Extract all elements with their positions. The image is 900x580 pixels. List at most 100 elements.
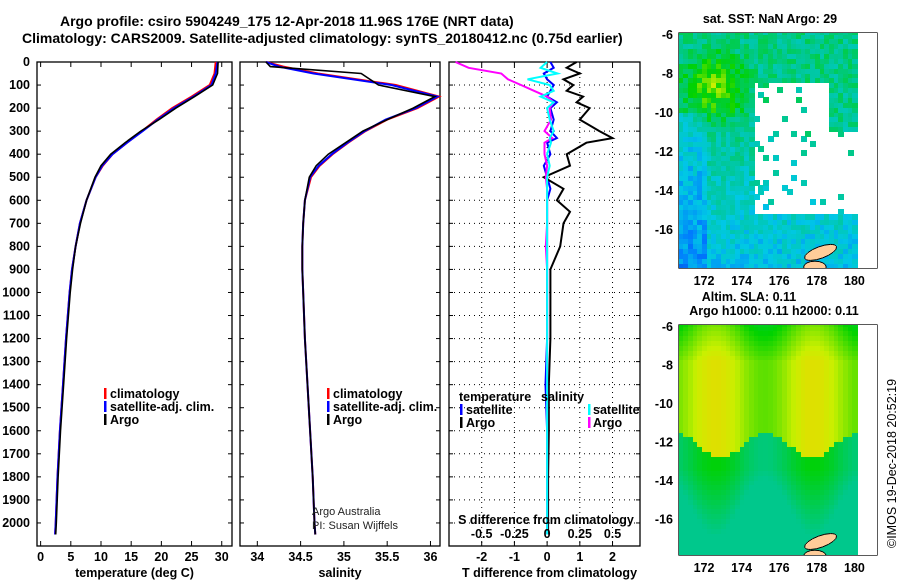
series-line-salinity-satellite <box>527 61 562 535</box>
legend-label: Argo <box>593 416 623 430</box>
depth-tick-label: 900 <box>9 262 30 276</box>
x-tick-label: 34 <box>250 550 264 564</box>
lon-tick-label: 178 <box>806 561 827 575</box>
x-tick-label: -2 <box>476 550 487 564</box>
lat-tick-label: -12 <box>655 145 673 159</box>
series-line-argo <box>54 61 219 535</box>
figure-title-line2: Climatology: CARS2009. Satellite-adjuste… <box>22 30 623 46</box>
depth-tick-label: 1100 <box>3 309 30 323</box>
legend-swatch <box>460 404 463 415</box>
panel-frame-temperature-profile <box>36 61 233 547</box>
legend-label: Argo <box>333 413 363 427</box>
imos-timestamp: ©IMOS 19-Dec-2018 20:52:19 <box>885 378 899 548</box>
legend-label: satellite <box>466 403 513 417</box>
lat-tick-label: -8 <box>662 67 673 81</box>
legend-title: salinity <box>541 390 584 404</box>
lon-tick-label: 180 <box>844 274 865 288</box>
x-tick-label: 35 <box>337 550 351 564</box>
depth-tick-label: 2000 <box>2 516 30 530</box>
legend-swatch <box>327 414 330 425</box>
depth-tick-label: 400 <box>9 147 30 161</box>
x-tick-label: 10 <box>94 550 108 564</box>
legend-swatch <box>327 388 330 399</box>
x2-tick-label: 0.5 <box>604 527 621 541</box>
legend-label: Argo <box>110 413 140 427</box>
legend-label: satellite-adj. clim. <box>333 400 437 414</box>
legend-label: climatology <box>110 387 180 401</box>
depth-tick-label: 1800 <box>2 470 30 484</box>
depth-tick-label: 0 <box>23 55 30 69</box>
legend-swatch <box>104 388 107 399</box>
depth-tick-label: 1400 <box>2 378 30 392</box>
lon-tick-label: 174 <box>731 561 752 575</box>
series-line-temperature-argo <box>541 61 616 535</box>
panel-frame-difference-profile <box>448 61 641 547</box>
legend-swatch <box>327 401 330 412</box>
legend-swatch <box>104 414 107 425</box>
lat-tick-label: -8 <box>662 358 673 372</box>
depth-tick-label: 1300 <box>2 355 30 369</box>
legend-label: satellite <box>593 403 640 417</box>
legend-label: satellite-adj. clim. <box>110 400 214 414</box>
lon-tick-label: 176 <box>769 561 790 575</box>
credit-line2: PI: Susan Wijffels <box>312 520 398 532</box>
depth-tick-label: 1900 <box>2 493 30 507</box>
x2-tick-label: 0.25 <box>568 527 592 541</box>
depth-tick-label: 1200 <box>2 332 30 346</box>
x-tick-label: 30 <box>215 550 229 564</box>
depth-tick-label: 1000 <box>2 285 30 299</box>
lon-tick-label: 172 <box>694 274 715 288</box>
lon-tick-label: 180 <box>844 561 865 575</box>
x-tick-label: -1 <box>509 550 520 564</box>
lat-tick-label: -14 <box>655 184 673 198</box>
x2-tick-label: -0.25 <box>500 527 529 541</box>
lat-tick-label: -10 <box>655 106 673 120</box>
lat-tick-label: -12 <box>655 435 673 449</box>
legend-swatch <box>588 417 591 428</box>
series-line-argo <box>265 61 438 535</box>
x-tick-label: 36 <box>424 550 438 564</box>
depth-tick-label: 800 <box>9 239 30 253</box>
legend-label: climatology <box>333 387 403 401</box>
lat-tick-label: -6 <box>662 320 673 334</box>
lat-tick-label: -16 <box>655 223 673 237</box>
legend-swatch <box>104 401 107 412</box>
x-tick-label: 20 <box>154 550 168 564</box>
legend-swatch <box>460 417 463 428</box>
x-tick-label: 35.5 <box>375 550 399 564</box>
legend-swatch <box>588 404 591 415</box>
x-axis-label: temperature (deg C) <box>75 566 194 580</box>
x2-tick-label: 0 <box>544 527 551 541</box>
x-axis-label: T difference from climatology <box>462 566 637 580</box>
legend-label: Argo <box>466 416 496 430</box>
lat-tick-label: -10 <box>655 397 673 411</box>
depth-tick-label: 600 <box>9 193 30 207</box>
depth-tick-label: 1500 <box>2 401 30 415</box>
lon-tick-label: 178 <box>806 274 827 288</box>
x-tick-label: 0 <box>37 550 44 564</box>
depth-tick-label: 700 <box>9 216 30 230</box>
x2-axis-label: S difference from climatology <box>458 513 634 527</box>
x-tick-label: 1 <box>576 550 583 564</box>
depth-tick-label: 300 <box>9 124 30 138</box>
lat-tick-label: -6 <box>662 28 673 42</box>
panel-frame-salinity-profile <box>239 61 441 547</box>
depth-tick-label: 500 <box>9 170 30 184</box>
x-tick-label: 34.5 <box>288 550 312 564</box>
lon-tick-label: 174 <box>731 274 752 288</box>
depth-tick-label: 200 <box>9 101 30 115</box>
sla-map-subtitle: Argo h1000: 0.11 h2000: 0.11 <box>689 304 859 318</box>
credit-line1: Argo Australia <box>312 506 381 518</box>
x-tick-label: 25 <box>185 550 199 564</box>
sst-map-image <box>679 33 877 268</box>
sst-map-title: sat. SST: NaN Argo: 29 <box>703 12 837 26</box>
lon-tick-label: 176 <box>769 274 790 288</box>
sla-map-image <box>679 325 877 555</box>
x-tick-label: 2 <box>609 550 616 564</box>
x-tick-label: 5 <box>67 550 74 564</box>
legend-title: temperature <box>459 390 531 404</box>
depth-tick-label: 1600 <box>2 424 30 438</box>
x-tick-label: 15 <box>124 550 138 564</box>
